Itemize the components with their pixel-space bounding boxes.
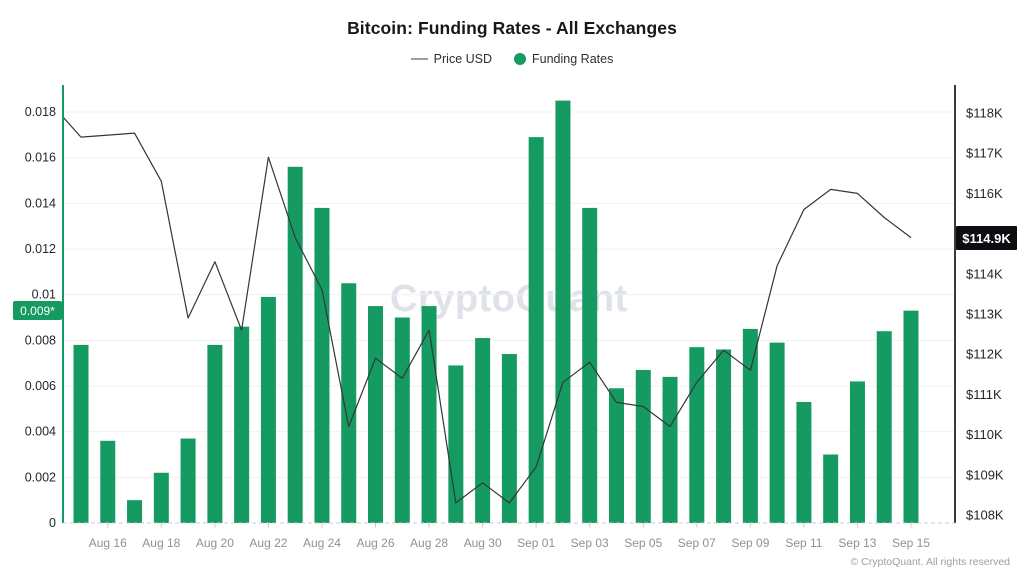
right-axis-tick-label: $108K (966, 508, 1004, 523)
bar-sep-12 (823, 454, 839, 523)
bar-aug-19 (180, 438, 196, 523)
legend-item-price[interactable]: Price USD (410, 52, 493, 66)
legend-item-funding[interactable]: Funding Rates (514, 52, 613, 66)
left-axis-tick-label: 0.008 (25, 333, 56, 347)
right-axis-tick-label: $110K (966, 427, 1003, 442)
x-axis-tick-label: Sep 03 (571, 536, 609, 550)
right-axis-tick-label: $113K (966, 307, 1003, 322)
copyright-notice: © CryptoQuant. All rights reserved (850, 556, 1010, 568)
bar-sep-05 (635, 370, 651, 523)
x-axis-tick-label: Aug 30 (464, 536, 502, 550)
right-axis-tick-label: $112K (966, 347, 1003, 362)
right-axis-tick-label: $117K (966, 146, 1003, 161)
left-axis-tick-label: 0 (49, 516, 56, 530)
bar-aug-16 (100, 440, 116, 523)
x-axis-tick-label: Sep 13 (838, 536, 876, 550)
bar-aug-15 (73, 344, 89, 523)
left-axis-tick-label: 0.018 (25, 105, 56, 119)
bar-aug-27 (394, 317, 410, 523)
bar-sep-10 (769, 342, 785, 523)
legend-funding-label: Funding Rates (532, 52, 614, 66)
bar-sep-03 (582, 207, 598, 523)
bar-sep-08 (716, 349, 732, 523)
bar-sep-13 (849, 381, 865, 523)
x-axis-tick-label: Aug 16 (89, 536, 127, 550)
legend-price-label: Price USD (433, 52, 493, 66)
left-axis-tick-label: 0.006 (25, 379, 56, 393)
x-axis-tick-label: Sep 01 (517, 536, 555, 550)
line-marker-icon (410, 58, 428, 60)
bar-sep-09 (742, 328, 758, 523)
current-price-badge: $114.9K (956, 226, 1017, 250)
bar-sep-15 (903, 310, 919, 523)
x-axis-tick-label: Aug 26 (356, 536, 394, 550)
bar-aug-30 (475, 338, 491, 523)
left-axis-tick-label: 0.002 (25, 470, 56, 484)
x-axis-tick-label: Aug 24 (303, 536, 341, 550)
x-axis-tick-label: Aug 22 (249, 536, 287, 550)
right-axis-tick-label: $116K (966, 186, 1003, 201)
right-axis-tick-label: $109K (966, 467, 1004, 482)
dot-marker-icon (514, 53, 527, 65)
left-axis-tick-label: 0.012 (25, 242, 56, 256)
bar-sep-02 (555, 100, 571, 523)
x-axis-tick-label: Sep 07 (678, 536, 716, 550)
x-axis-tick-label: Sep 09 (731, 536, 769, 550)
bar-aug-24 (314, 207, 330, 523)
bar-aug-26 (368, 306, 384, 523)
bar-aug-21 (234, 326, 250, 523)
left-axis-tick-label: 0.014 (25, 196, 56, 210)
bar-aug-23 (287, 166, 303, 524)
left-axis-tick-label: 0.01 (32, 288, 56, 302)
bar-aug-31 (501, 354, 517, 523)
x-axis-tick-label: Sep 05 (624, 536, 662, 550)
x-axis-tick-label: Sep 11 (785, 536, 822, 550)
x-axis-tick-label: Aug 28 (410, 536, 448, 550)
bar-sep-06 (662, 376, 678, 523)
bar-aug-20 (207, 344, 223, 523)
chart-legend: Price USD Funding Rates (0, 52, 1024, 66)
x-axis-tick-label: Aug 18 (142, 536, 180, 550)
bar-sep-04 (608, 388, 624, 523)
bar-sep-14 (876, 331, 892, 523)
bar-aug-25 (341, 283, 357, 523)
right-axis-tick-label: $118K (966, 106, 1003, 121)
price-usd-line (62, 116, 912, 504)
bar-aug-28 (421, 306, 437, 523)
bar-sep-01 (528, 137, 544, 523)
bar-aug-17 (127, 500, 143, 523)
left-axis-tick-label: 0.004 (25, 425, 56, 439)
x-axis-tick-label: Sep 15 (892, 536, 930, 550)
current-funding-badge: 0.009* (13, 301, 62, 320)
bar-sep-07 (689, 347, 705, 523)
x-axis-tick-label: Aug 20 (196, 536, 234, 550)
bar-sep-11 (796, 401, 812, 523)
right-axis-tick-label: $114K (966, 266, 1003, 281)
left-axis-tick-label: 0.016 (25, 151, 56, 165)
bar-aug-29 (448, 365, 464, 523)
bar-aug-18 (153, 472, 169, 523)
right-axis-tick-label: $111K (966, 387, 1002, 402)
chart-title: Bitcoin: Funding Rates - All Exchanges (347, 18, 677, 38)
bar-aug-22 (260, 296, 276, 523)
